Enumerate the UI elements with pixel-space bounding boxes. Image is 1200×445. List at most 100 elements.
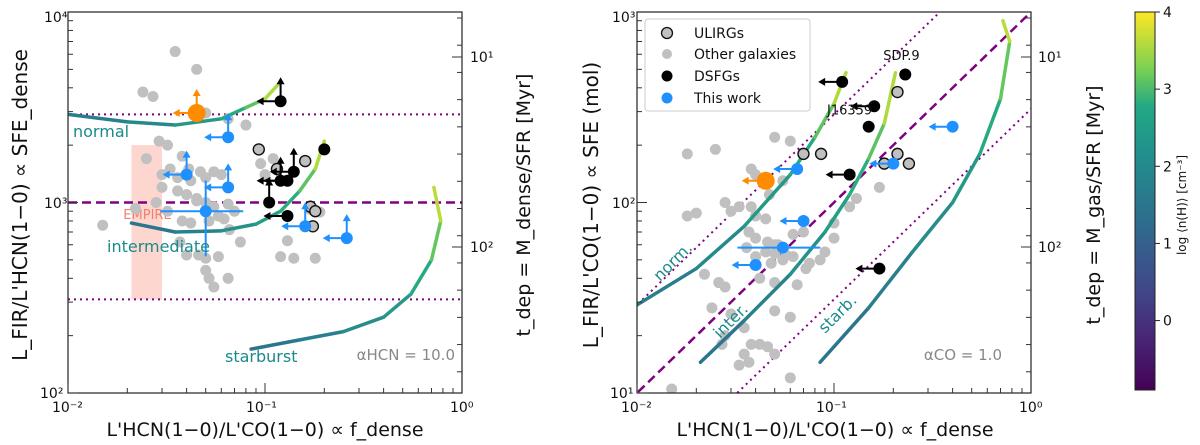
orange-source-point — [187, 103, 206, 122]
ulirg-point — [309, 205, 322, 218]
ulirg-point — [299, 154, 312, 168]
this-work-point — [797, 214, 810, 227]
other-galaxy-point — [176, 150, 188, 162]
left-ytick-10e4: 10⁴ — [44, 10, 68, 26]
other-galaxy-point — [769, 131, 781, 143]
other-galaxy-point — [191, 195, 203, 207]
model-curve-normal — [173, 117, 224, 127]
dsfg-point — [274, 174, 287, 187]
other-galaxy-point — [309, 252, 321, 264]
empire-region — [131, 145, 162, 300]
this-work-arrow-left-icon — [204, 183, 212, 192]
right-ytick-10e2: 10² — [612, 196, 635, 212]
model-curve-intermediate — [297, 167, 318, 193]
right-ticks — [636, 17, 1031, 394]
other-galaxy-point — [709, 143, 721, 155]
dsfg-point — [263, 196, 276, 209]
right-xtick-10e-2: 10⁻² — [621, 400, 652, 416]
this-work-arrow-up-icon — [301, 202, 310, 210]
other-galaxy-point — [203, 272, 215, 284]
model-curve-normal — [263, 80, 283, 101]
other-galaxy-point — [200, 252, 212, 264]
other-galaxy-point — [169, 46, 181, 58]
curve-label-starb: starb. — [814, 291, 860, 337]
colorbar-label: log ⟨n(H)⟩ [cm⁻³] — [1175, 155, 1189, 255]
this-work-point — [749, 258, 762, 271]
other-galaxy-point — [725, 205, 737, 217]
left-ytick-10e2: 10² — [40, 386, 63, 402]
right-ytick-10e3: 10³ — [612, 10, 635, 26]
left-rtick-10e2: 10² — [470, 240, 493, 256]
this-work-arrow-left-icon — [773, 164, 781, 173]
legend-marker-this-work — [661, 92, 673, 104]
this-work-point — [222, 131, 235, 144]
dsfg-arrow-left-icon — [269, 167, 277, 176]
model-curve-normal — [68, 112, 130, 124]
model-curve-inter — [882, 70, 898, 126]
model-curve-normal — [125, 120, 177, 127]
this-work-point — [199, 205, 212, 218]
model-curve-intermediate — [129, 221, 177, 234]
other-galaxy-point — [814, 254, 826, 266]
other-galaxy-point — [164, 163, 176, 175]
other-galaxy-point — [719, 281, 731, 293]
curve-label-intermediate: intermediate — [107, 237, 210, 256]
other-galaxy-point — [873, 181, 885, 193]
this-work-arrow-up-icon — [224, 113, 233, 121]
model-curve-starburst — [429, 219, 443, 262]
this-work-arrow-left-icon — [779, 216, 787, 225]
right-rtick-10e1: 10¹ — [1038, 50, 1061, 66]
other-galaxy-point — [743, 356, 755, 368]
dsfg-arrow-up-icon — [276, 77, 285, 85]
other-galaxy-point — [819, 246, 831, 258]
dsfg-arrow-left-icon — [850, 102, 858, 111]
orange-source-arrow-up-icon — [192, 88, 201, 96]
other-galaxy-point — [181, 189, 193, 201]
model-curve-inter — [742, 272, 793, 323]
model-curve-starb — [818, 306, 871, 365]
ulirg-point — [902, 157, 916, 170]
left-ylabel: L_FIR/L'HCN(1−0) ∝ SFE_dense — [8, 49, 32, 361]
orange-source-point — [756, 171, 775, 190]
legend-label-ulirgs: ULIRGs — [694, 26, 744, 42]
other-galaxy-point — [777, 254, 789, 266]
other-galaxy-point — [259, 169, 271, 181]
model-curve-starburst — [249, 338, 302, 351]
other-galaxy-point — [784, 135, 796, 147]
other-galaxy-point — [787, 228, 799, 240]
dsfg-point — [281, 209, 294, 222]
other-galaxy-point — [716, 338, 728, 350]
point-label: SDP.9 — [883, 49, 919, 64]
other-galaxy-point — [733, 201, 745, 213]
model-curve-intermediate — [173, 229, 224, 234]
other-galaxy-point — [690, 207, 702, 219]
other-galaxy-point — [745, 338, 757, 350]
model-curve-inter — [847, 156, 871, 197]
colorbar-gradient — [1134, 11, 1156, 391]
other-galaxy-point — [769, 348, 781, 360]
other-galaxy-point — [191, 63, 203, 75]
this-work-arrow-up-icon — [182, 150, 191, 158]
dsfg-point — [287, 165, 300, 178]
dsfg-arrow-left-icon — [818, 77, 826, 86]
left-ticks — [67, 17, 462, 394]
other-galaxy-point — [218, 213, 230, 225]
this-work-arrow-left-icon — [281, 222, 289, 231]
other-galaxy-point — [769, 305, 781, 317]
other-galaxy-point — [176, 215, 188, 227]
other-galaxy-point — [185, 217, 197, 229]
left-xtick-10e-2: 10⁻² — [52, 400, 83, 416]
dsfg-point — [274, 95, 287, 108]
other-galaxy-point — [784, 311, 796, 323]
left-rtick-10e1: 10¹ — [470, 50, 493, 66]
other-galaxy-point — [738, 348, 750, 360]
model-curve-starb — [950, 152, 982, 205]
right-ylabel: L_FIR/L'CO(1−0) ∝ SFE (mol) — [579, 62, 603, 348]
other-galaxy-point — [733, 359, 745, 371]
other-galaxy-point — [222, 198, 234, 210]
orange-source-arrow-left-icon — [741, 176, 749, 185]
right-ytick-10e1: 10¹ — [610, 386, 633, 402]
orange-source-arrow-left-icon — [172, 108, 180, 117]
